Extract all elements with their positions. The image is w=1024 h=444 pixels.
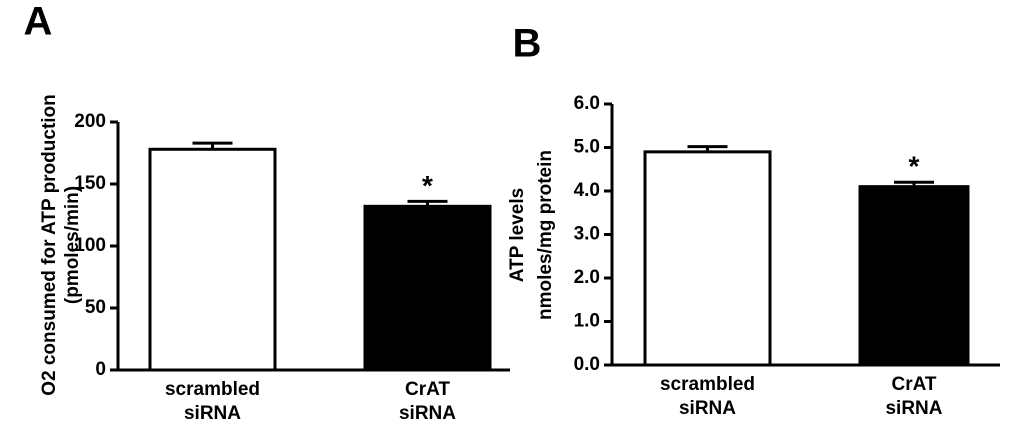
x-tick-label: siRNA — [399, 403, 456, 424]
y-tick-label: 2.0 — [574, 267, 600, 288]
y-tick-label: 6.0 — [574, 93, 600, 114]
y-axis-label: nmoles/mg protein — [535, 150, 556, 320]
y-tick-label: 200 — [74, 111, 106, 132]
significance-marker: * — [422, 170, 433, 201]
y-tick-label: 4.0 — [574, 180, 600, 201]
panel-label: A — [24, 0, 53, 44]
significance-marker: * — [909, 151, 920, 182]
y-tick-label: 0.0 — [574, 354, 600, 375]
y-tick-label: 100 — [74, 235, 106, 256]
y-tick-label: 3.0 — [574, 224, 600, 245]
x-tick-label: CrAT — [405, 379, 450, 400]
panel-label: B — [513, 22, 542, 66]
x-tick-label: siRNA — [885, 398, 942, 419]
x-tick-label: siRNA — [679, 398, 736, 419]
x-tick-label: scrambled — [165, 379, 260, 400]
y-axis-label: O2 consumed for ATP production — [39, 94, 60, 396]
y-tick-label: 1.0 — [574, 311, 600, 332]
bar — [858, 185, 970, 367]
bar — [643, 150, 772, 367]
y-axis-label: (pmoles/min) — [62, 186, 83, 304]
y-tick-label: 5.0 — [574, 137, 600, 158]
y-tick-label: 150 — [74, 173, 106, 194]
bar — [363, 204, 492, 372]
x-tick-label: CrAT — [891, 374, 936, 395]
x-tick-label: siRNA — [184, 403, 241, 424]
y-axis-label: ATP levels — [507, 188, 528, 282]
x-tick-label: scrambled — [660, 374, 755, 395]
y-tick-label: 50 — [85, 297, 106, 318]
bar — [148, 147, 277, 372]
y-tick-label: 0 — [95, 359, 106, 380]
